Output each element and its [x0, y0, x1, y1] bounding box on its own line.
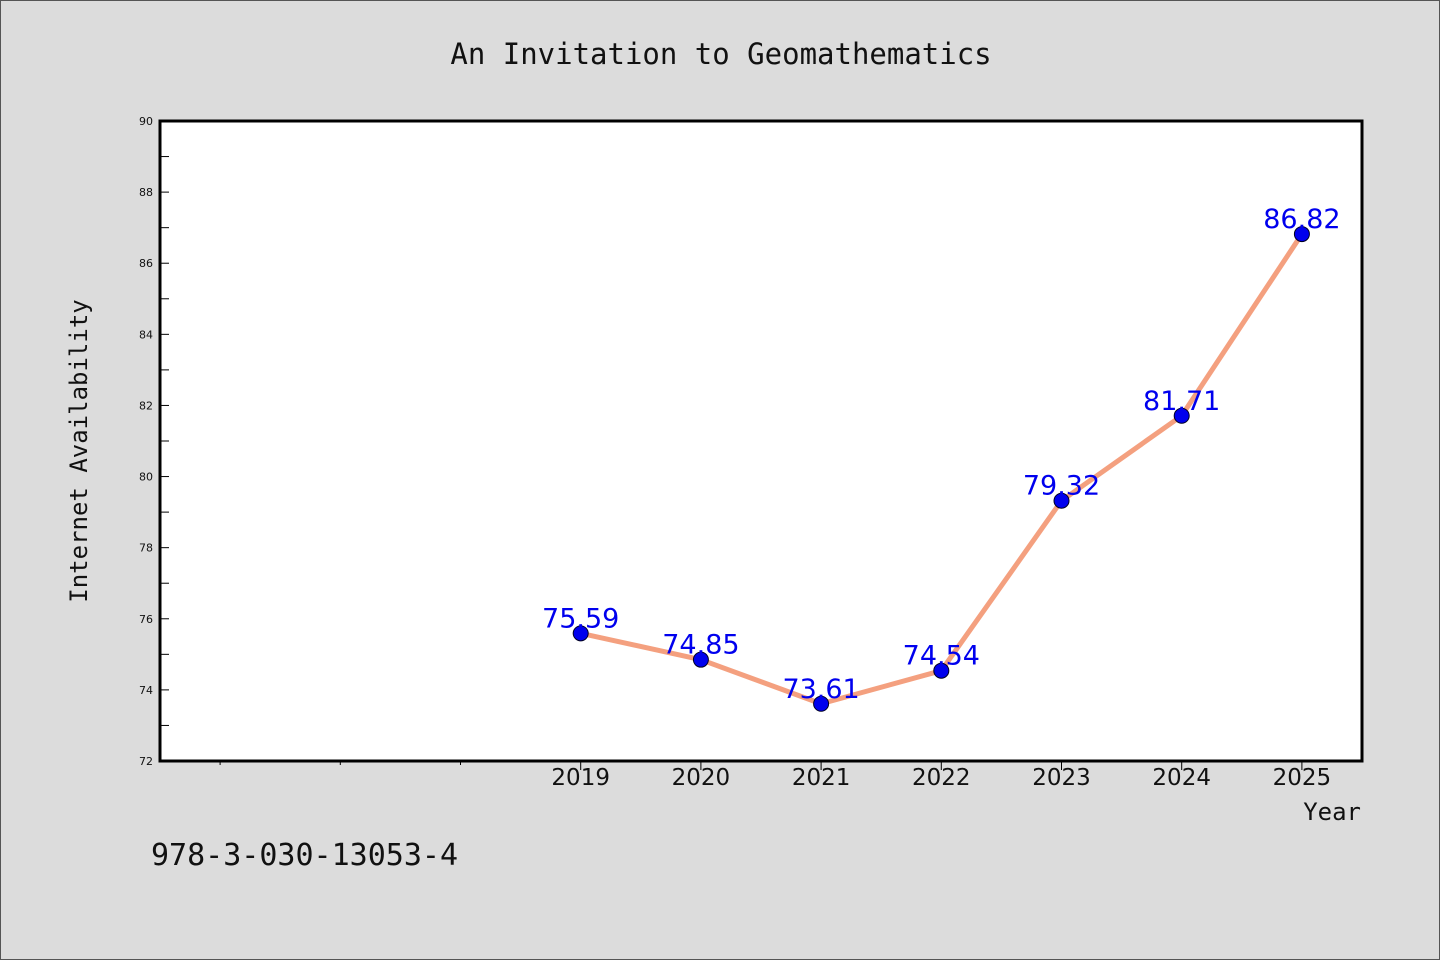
- series-line-group: 75.59 74.85 73.61 74.54 79.32 81.71 86.82: [542, 204, 1341, 712]
- y-tick-label: 88: [139, 186, 153, 199]
- plot-area: [158, 119, 1364, 763]
- data-point: [1053, 492, 1070, 509]
- y-tick-label: 72: [139, 755, 153, 768]
- x-tick-label: 2025: [1273, 765, 1332, 791]
- y-tick-label: 86: [139, 257, 153, 270]
- isbn-text: 978-3-030-13053-4: [151, 838, 458, 873]
- y-tick-label: 76: [139, 613, 153, 626]
- data-point: [572, 625, 589, 642]
- data-label: 75.59: [542, 603, 619, 634]
- y-tick-label: 90: [139, 115, 153, 128]
- x-tick-label: 2020: [672, 765, 731, 791]
- x-axis-label: Year: [1303, 798, 1361, 826]
- x-tick-label: 2023: [1032, 765, 1091, 791]
- y-tick-label: 78: [139, 542, 153, 555]
- data-point: [1173, 407, 1190, 424]
- y-tick-label: 82: [139, 399, 153, 412]
- chart-title: An Invitation to Geomathematics: [450, 37, 991, 71]
- x-tick-label: 2019: [551, 765, 610, 791]
- data-label: 74.85: [662, 630, 739, 661]
- y-tick-label: 74: [139, 684, 153, 697]
- x-tick-label: 2022: [912, 765, 971, 791]
- data-label: 86.82: [1263, 204, 1340, 235]
- x-tick-label: 2024: [1152, 765, 1211, 791]
- x-tick-label: 2021: [792, 765, 851, 791]
- data-label: 74.54: [903, 641, 980, 672]
- data-point: [813, 695, 830, 712]
- y-tick-label: 84: [139, 328, 153, 341]
- x-axis: 2019 2020 2021 2022 2023 2024 2025: [219, 761, 1332, 791]
- data-label: 79.32: [1023, 471, 1100, 502]
- y-axis: 72 74 76 78 80 82 84 86 88 90: [139, 115, 169, 768]
- y-tick-label: 80: [139, 471, 153, 484]
- data-point: [933, 662, 950, 679]
- y-axis-label: Internet Availability: [65, 299, 93, 602]
- data-label: 73.61: [782, 674, 859, 705]
- data-point: [1293, 226, 1310, 243]
- data-label: 81.71: [1143, 386, 1220, 417]
- data-point: [692, 651, 709, 668]
